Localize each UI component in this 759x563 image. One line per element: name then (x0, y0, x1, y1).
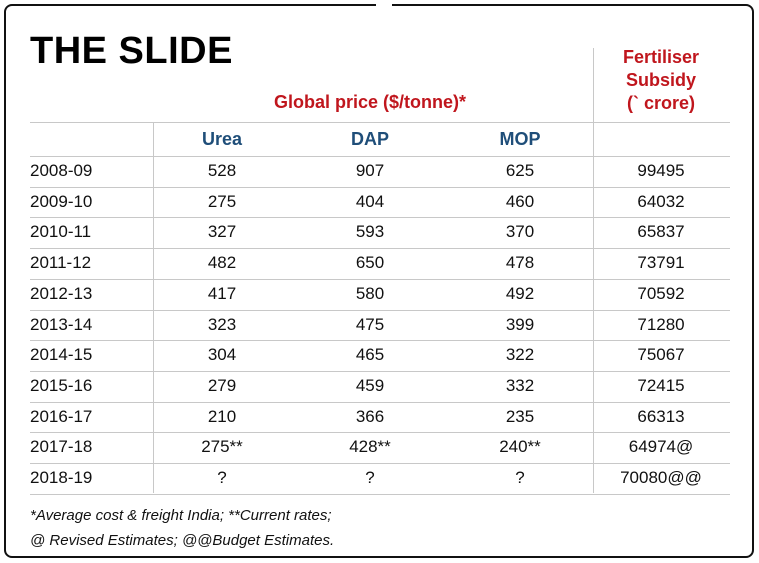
row-divider (30, 187, 730, 188)
row-divider (30, 432, 730, 433)
cell: 482 (207, 253, 237, 273)
row-divider (30, 156, 730, 157)
column-divider (153, 122, 154, 493)
cell: 70592 (637, 283, 685, 303)
row-divider (30, 217, 730, 218)
cell: 323 (207, 314, 237, 334)
footnote: @ Revised Estimates; @@Budget Estimates. (30, 532, 335, 549)
column-header: DAP (350, 129, 390, 149)
cell: 275 (207, 191, 237, 211)
cell: 625 (505, 161, 535, 180)
row-divider (30, 310, 730, 311)
row-label: 2010-11 (30, 222, 92, 242)
cell: 72415 (637, 375, 685, 395)
cell: 71280 (637, 314, 685, 334)
cell: 460 (505, 191, 535, 211)
row-label: 2017-18 (30, 437, 93, 457)
row-label: 2008-09 (30, 161, 93, 180)
row-divider (30, 122, 730, 123)
row-label: 2014-15 (30, 345, 93, 365)
cell: 404 (355, 191, 385, 211)
cell: 492 (505, 283, 535, 303)
cell: 240** (499, 437, 541, 457)
cell: 64032 (637, 191, 685, 211)
column-header: MOP (499, 129, 541, 149)
cell: 459 (355, 375, 385, 395)
title: THE SLIDE (30, 30, 233, 72)
subsidy-header: Fertiliser (622, 47, 700, 67)
column-header: Urea (201, 129, 243, 149)
row-label: 2013-14 (30, 314, 93, 334)
cell: ? (515, 468, 525, 487)
row-divider (30, 248, 730, 249)
frame-gap (376, 0, 392, 10)
cell: 580 (355, 283, 385, 303)
cell: 279 (207, 375, 237, 395)
row-divider (30, 463, 730, 464)
cell: 528 (207, 161, 237, 180)
cell: 75067 (637, 345, 685, 365)
cell: 304 (207, 345, 237, 365)
cell: 475 (355, 314, 385, 334)
column-divider (593, 48, 594, 493)
row-label: 2009-10 (30, 191, 93, 211)
cell: 417 (207, 283, 237, 303)
cell: 66313 (637, 406, 685, 426)
row-label: 2018-19 (30, 468, 93, 487)
cell: 478 (505, 253, 535, 273)
cell: 366 (355, 406, 385, 426)
cell: 235 (505, 406, 535, 426)
subsidy-header: (` crore) (626, 93, 696, 113)
cell: 593 (355, 222, 385, 242)
subsidy-header: Subsidy (625, 70, 697, 90)
cell: 65837 (637, 222, 685, 242)
cell: 210 (207, 406, 237, 426)
cell: ? (217, 468, 227, 487)
cell: 399 (505, 314, 535, 334)
cell: 370 (505, 222, 535, 242)
footnote: *Average cost & freight India; **Current… (30, 507, 332, 524)
group-header: Global price ($/tonne)* (273, 92, 467, 112)
cell: 275** (201, 437, 243, 457)
row-label: 2012-13 (30, 283, 93, 303)
cell: 650 (355, 253, 385, 273)
cell: 73791 (637, 253, 685, 273)
cell: 99495 (637, 161, 685, 180)
cell: 322 (505, 345, 535, 365)
row-divider (30, 371, 730, 372)
row-label: 2011-12 (30, 253, 92, 273)
cell: 465 (355, 345, 385, 365)
row-divider (30, 494, 730, 495)
row-divider (30, 402, 730, 403)
cell: 332 (505, 375, 535, 395)
row-label: 2016-17 (30, 406, 93, 426)
cell: 907 (355, 161, 385, 180)
row-divider (30, 279, 730, 280)
cell: 64974@ (628, 437, 694, 457)
cell: 428** (349, 437, 391, 457)
cell: 70080@@ (620, 468, 702, 487)
row-label: 2015-16 (30, 375, 93, 395)
row-divider (30, 340, 730, 341)
cell: 327 (207, 222, 237, 242)
cell: ? (365, 468, 375, 487)
